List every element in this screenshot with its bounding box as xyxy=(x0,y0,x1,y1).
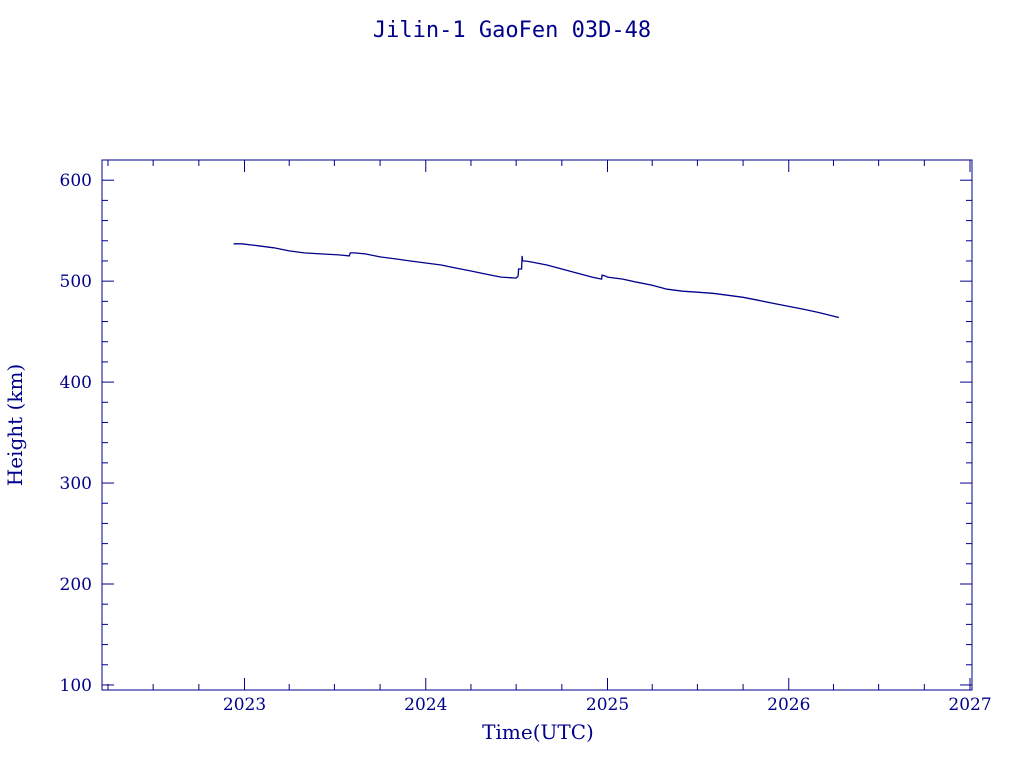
plot-frame xyxy=(101,159,973,691)
series-group xyxy=(233,243,840,319)
x-tick-label: 2023 xyxy=(223,695,266,715)
chart-title: Jilin-1 GaoFen 03D-48 xyxy=(373,18,651,43)
x-tick-label: 2024 xyxy=(404,695,447,715)
x-tick-label: 2025 xyxy=(586,695,629,715)
y-tick-label: 600 xyxy=(60,171,92,191)
series-line xyxy=(233,243,840,319)
x-axis: 2023 2024 2025 2026 2027 xyxy=(107,160,992,715)
x-tick-label: 2027 xyxy=(948,695,991,715)
y-tick-label: 300 xyxy=(60,474,92,494)
y-axis-label: Height (km) xyxy=(3,364,27,486)
x-axis-label: Time(UTC) xyxy=(482,720,594,744)
y-tick-label: 400 xyxy=(60,373,92,393)
y-axis: 100 200 300 400 500 600 xyxy=(60,171,972,696)
x-tick-label: 2026 xyxy=(767,695,810,715)
y-tick-label: 100 xyxy=(60,676,92,696)
y-tick-label: 200 xyxy=(60,575,92,595)
y-tick-label: 500 xyxy=(60,272,92,292)
